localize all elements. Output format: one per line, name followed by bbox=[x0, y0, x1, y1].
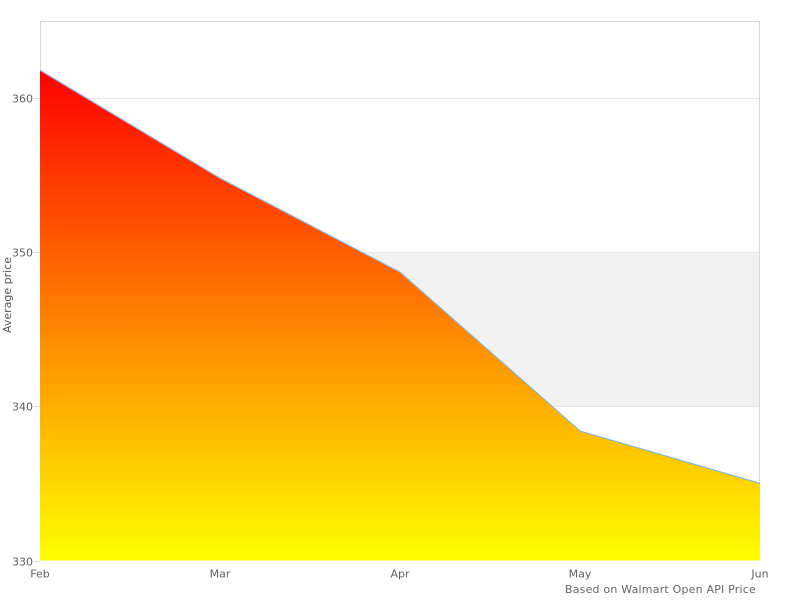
area-series bbox=[40, 70, 760, 561]
x-tick-label: Feb bbox=[30, 568, 49, 581]
y-tick-label: 350 bbox=[12, 247, 33, 260]
y-tick-label: 340 bbox=[12, 401, 33, 414]
y-tick-label: 330 bbox=[12, 556, 33, 569]
x-tick-label: Mar bbox=[210, 568, 231, 581]
y-tick-label: 360 bbox=[12, 93, 33, 106]
x-tick-label: May bbox=[569, 568, 592, 581]
x-tick-label: Jun bbox=[750, 568, 768, 581]
chart-caption: Based on Walmart Open API Price bbox=[564, 583, 756, 596]
y-axis-title: Average price bbox=[1, 257, 14, 333]
x-tick-label: Apr bbox=[390, 568, 410, 581]
line-series bbox=[39, 69, 761, 485]
